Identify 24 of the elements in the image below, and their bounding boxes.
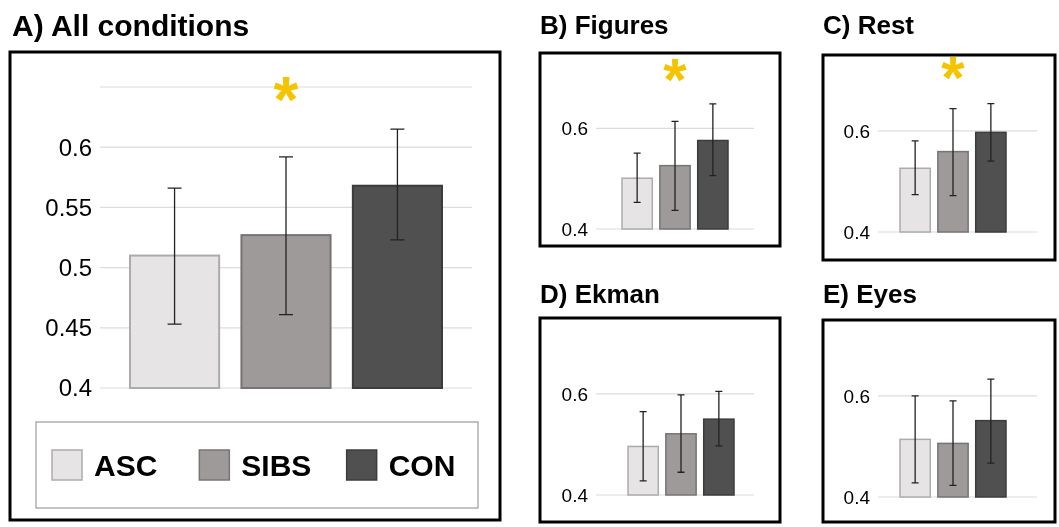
annotation: * [663,46,688,113]
chart-title: B) Figures [540,10,669,40]
legend-label: ASC [94,448,158,482]
y-tick-label: 0.45 [45,314,92,342]
y-tick-label: 0.4 [843,221,871,243]
chart-title: A) All conditions [12,9,250,42]
y-tick-label: 0.6 [58,133,92,161]
y-tick-label: 0.6 [843,120,870,142]
annotation: * [273,64,299,136]
chart-title: D) Ekman [540,279,660,309]
y-tick-label: 0.4 [843,486,871,508]
legend-label: CON [388,448,456,482]
y-tick-label: 0.4 [561,218,589,240]
y-tick-label: 0.6 [561,118,588,140]
y-tick-label: 0.6 [561,383,588,405]
y-tick-label: 0.5 [58,254,92,281]
chart-title: E) Eyes [823,279,917,309]
chart-title: C) Rest [823,10,915,40]
y-tick-label: 0.4 [561,484,589,506]
y-tick-label: 0.6 [843,385,870,407]
y-tick-label: 0.55 [45,193,92,221]
annotation: * [941,44,966,111]
legend-label: SIBS [241,448,312,482]
y-tick-label: 0.4 [58,374,92,402]
